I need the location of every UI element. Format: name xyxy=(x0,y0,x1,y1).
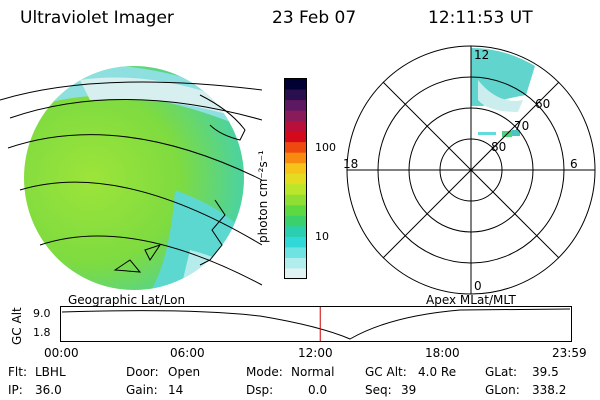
glon-key: GLon: xyxy=(485,383,520,397)
altitude-ytick-high: 9.0 xyxy=(33,307,51,320)
colorbar-band xyxy=(285,89,306,101)
mode-key: Mode: xyxy=(246,365,283,379)
colorbar-unit-label: photon cm⁻²s⁻¹ xyxy=(256,150,270,243)
colorbar-band xyxy=(285,268,306,280)
glat-value: 39.5 xyxy=(532,365,559,379)
dsp-key: Dsp: xyxy=(246,383,274,397)
colorbar-band xyxy=(285,100,306,112)
gcalt-value: 4.0 Re xyxy=(418,365,457,379)
seq-value: 39 xyxy=(401,383,417,397)
gain-key: Gain: xyxy=(126,383,158,397)
apex-caption: Apex MLat/MLT xyxy=(426,293,516,307)
door-value: Open xyxy=(168,365,201,379)
mlat-label-70: 70 xyxy=(514,119,529,133)
time-tick-3: 18:00 xyxy=(425,346,460,360)
gcalt-key: GC Alt: xyxy=(365,365,407,379)
colorbar-band xyxy=(285,184,306,196)
mlat-label-80: 80 xyxy=(491,140,506,154)
geographic-image xyxy=(0,66,262,290)
altitude-ytick-low: 1.8 xyxy=(33,326,51,339)
colorbar-band xyxy=(285,215,306,227)
colorbar xyxy=(284,78,307,280)
glon-value: 338.2 xyxy=(532,383,567,397)
glat-key: GLat: xyxy=(485,365,518,379)
flt-value: LBHL xyxy=(35,365,66,379)
dsp-value: 0.0 xyxy=(308,383,328,397)
mlt-label-12: 12 xyxy=(474,48,489,62)
colorbar-band xyxy=(285,205,306,217)
flt-key: Flt: xyxy=(8,365,27,379)
colorbar-band xyxy=(285,142,306,154)
geographic-caption: Geographic Lat/Lon xyxy=(68,293,186,307)
altitude-ylabel: GC Alt xyxy=(10,307,24,345)
mlt-label-18: 18 xyxy=(343,157,358,171)
mode-value: Normal xyxy=(291,365,335,379)
colorbar-band xyxy=(285,257,306,269)
time-label: 12:11:53 UT xyxy=(428,8,533,28)
colorbar-tick-10: 10 xyxy=(315,230,329,243)
altitude-plot xyxy=(60,306,572,342)
colorbar-band xyxy=(285,173,306,185)
colorbar-band xyxy=(285,163,306,175)
colorbar-band xyxy=(285,79,306,91)
colorbar-band xyxy=(285,194,306,206)
mlt-label-0: 0 xyxy=(474,279,482,293)
colorbar-band xyxy=(285,236,306,248)
gain-value: 14 xyxy=(168,383,184,397)
colorbar-band xyxy=(285,247,306,259)
mlat-label-60: 60 xyxy=(535,97,550,111)
time-tick-4: 23:59 xyxy=(552,346,587,360)
mlt-label-6: 6 xyxy=(570,157,578,171)
colorbar-band xyxy=(285,110,306,122)
date-label: 23 Feb 07 xyxy=(272,8,357,28)
colorbar-band xyxy=(285,131,306,143)
colorbar-band xyxy=(285,121,306,133)
ip-key: IP: xyxy=(8,383,23,397)
colorbar-band xyxy=(285,152,306,164)
seq-key: Seq: xyxy=(365,383,392,397)
time-tick-0: 00:00 xyxy=(44,346,79,360)
altitude-curve xyxy=(61,308,571,340)
instrument-title: Ultraviolet Imager xyxy=(20,8,174,28)
colorbar-tick-100: 100 xyxy=(315,141,336,154)
time-tick-2: 12:00 xyxy=(298,346,333,360)
door-key: Door: xyxy=(126,365,159,379)
time-tick-1: 06:00 xyxy=(170,346,205,360)
ip-value: 36.0 xyxy=(35,383,62,397)
polar-plot: 12 18 6 0 60 70 80 xyxy=(343,45,596,295)
colorbar-band xyxy=(285,226,306,238)
